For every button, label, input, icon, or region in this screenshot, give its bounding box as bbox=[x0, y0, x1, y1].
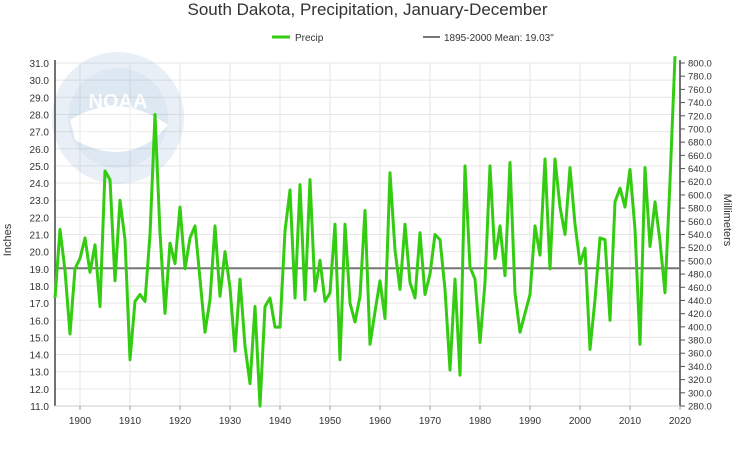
x-tick-label: 2020 bbox=[669, 416, 692, 427]
y2-tick-label: 620.0 bbox=[688, 177, 712, 188]
y-tick-label: 24.0 bbox=[30, 179, 50, 190]
y2-tick-label: 320.0 bbox=[688, 375, 712, 386]
x-tick-label: 1970 bbox=[419, 416, 442, 427]
x-tick-label: 2010 bbox=[619, 416, 642, 427]
x-axis-ticks: 1900 1910 1920 1930 1940 1950 1960 1970 1980 1990… bbox=[69, 406, 692, 427]
y2-axis-label: Millimeters bbox=[721, 194, 733, 247]
y2-tick-label: 680.0 bbox=[688, 138, 712, 149]
y2-tick-label: 740.0 bbox=[688, 98, 712, 109]
y-tick-label: 22.0 bbox=[30, 213, 50, 224]
y2-tick-label: 300.0 bbox=[688, 388, 712, 399]
y-axis-ticks-inches: 11.0 12.0 13.0 14.0 15.0 16.0 17.0 18.0 19.0 20.0… bbox=[30, 59, 50, 413]
y-tick-label: 30.0 bbox=[30, 76, 50, 87]
y2-tick-label: 340.0 bbox=[688, 362, 712, 373]
y-tick-label: 14.0 bbox=[30, 351, 50, 362]
x-tick-label: 1960 bbox=[369, 416, 392, 427]
y-tick-label: 16.0 bbox=[30, 316, 50, 327]
series-precip-line bbox=[53, 56, 677, 408]
y-tick-label: 26.0 bbox=[30, 145, 50, 156]
y2-tick-label: 540.0 bbox=[688, 230, 712, 241]
x-tick-label: 1950 bbox=[319, 416, 342, 427]
y2-tick-label: 460.0 bbox=[688, 283, 712, 294]
legend-mean-label[interactable]: 1895-2000 Mean: 19.03" bbox=[444, 33, 554, 44]
legend[interactable]: Precip 1895-2000 Mean: 19.03" bbox=[272, 33, 554, 44]
y-tick-label: 28.0 bbox=[30, 110, 50, 121]
y2-tick-label: 420.0 bbox=[688, 309, 712, 320]
y2-tick-label: 580.0 bbox=[688, 204, 712, 215]
svg-text:NOAA: NOAA bbox=[89, 91, 148, 113]
x-tick-label: 1910 bbox=[119, 416, 142, 427]
y2-tick-label: 600.0 bbox=[688, 190, 712, 201]
y2-tick-label: 360.0 bbox=[688, 349, 712, 360]
series-precip bbox=[53, 56, 677, 408]
y2-tick-label: 380.0 bbox=[688, 336, 712, 347]
y-tick-label: 29.0 bbox=[30, 93, 50, 104]
y2-tick-label: 440.0 bbox=[688, 296, 712, 307]
y2-tick-label: 760.0 bbox=[688, 85, 712, 96]
y2-tick-label: 400.0 bbox=[688, 322, 712, 333]
y2-tick-label: 560.0 bbox=[688, 217, 712, 228]
x-tick-label: 2000 bbox=[569, 416, 592, 427]
y-tick-label: 13.0 bbox=[30, 368, 50, 379]
y2-tick-label: 720.0 bbox=[688, 111, 712, 122]
y2-tick-label: 280.0 bbox=[688, 402, 712, 413]
y-axis-label: Inches bbox=[2, 223, 14, 256]
y-tick-label: 31.0 bbox=[30, 59, 50, 70]
y-tick-label: 27.0 bbox=[30, 128, 50, 139]
y2-tick-label: 660.0 bbox=[688, 151, 712, 162]
y2-tick-label: 500.0 bbox=[688, 256, 712, 267]
y-tick-label: 21.0 bbox=[30, 231, 50, 242]
y-tick-label: 12.0 bbox=[30, 385, 50, 396]
y-tick-label: 15.0 bbox=[30, 333, 50, 344]
y-tick-label: 25.0 bbox=[30, 162, 50, 173]
y2-tick-label: 700.0 bbox=[688, 124, 712, 135]
y2-tick-label: 480.0 bbox=[688, 270, 712, 281]
axes bbox=[54, 60, 681, 407]
x-tick-label: 1920 bbox=[169, 416, 192, 427]
y2-tick-label: 640.0 bbox=[688, 164, 712, 175]
y2-tick-label: 800.0 bbox=[688, 59, 712, 70]
legend-precip-label[interactable]: Precip bbox=[295, 33, 324, 44]
x-tick-label: 1930 bbox=[219, 416, 242, 427]
x-tick-label: 1900 bbox=[69, 416, 92, 427]
y-tick-label: 18.0 bbox=[30, 282, 50, 293]
y-tick-label: 11.0 bbox=[30, 402, 49, 413]
x-tick-label: 1940 bbox=[269, 416, 292, 427]
y-tick-label: 19.0 bbox=[30, 265, 50, 276]
y-tick-label: 23.0 bbox=[30, 196, 50, 207]
y-axis-ticks-millimeters: 280.0 300.0 320.0 340.0 360.0 380.0 400.0 420.0… bbox=[680, 59, 712, 413]
y-tick-label: 17.0 bbox=[30, 299, 50, 310]
x-tick-label: 1990 bbox=[519, 416, 542, 427]
y2-tick-label: 780.0 bbox=[688, 72, 712, 83]
y-tick-label: 20.0 bbox=[30, 248, 50, 259]
y2-tick-label: 520.0 bbox=[688, 243, 712, 254]
noaa-logo-watermark: NOAA bbox=[52, 52, 184, 184]
x-tick-label: 1980 bbox=[469, 416, 492, 427]
chart-title: South Dakota, Precipitation, January-Dec… bbox=[187, 0, 548, 19]
